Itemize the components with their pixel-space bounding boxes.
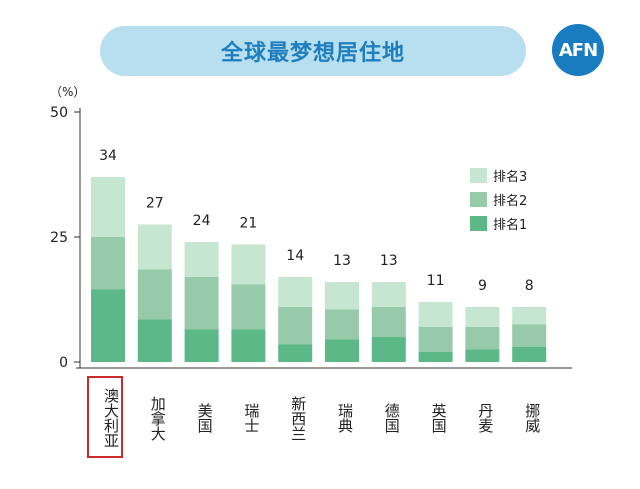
bar-total-label: 9 bbox=[478, 278, 487, 294]
bar-segment bbox=[371, 307, 406, 337]
y-tick-label: 0 bbox=[59, 355, 68, 371]
bar-total-label: 21 bbox=[239, 216, 257, 232]
bar-segment bbox=[418, 327, 453, 352]
bar-segment bbox=[278, 344, 313, 362]
afn-logo: AFN bbox=[552, 24, 604, 76]
highlight-box bbox=[87, 376, 123, 458]
bar-total-label: 27 bbox=[146, 196, 164, 212]
bar-segment bbox=[278, 307, 313, 345]
category-label: 瑞士 bbox=[242, 403, 261, 433]
bar-segment bbox=[325, 339, 359, 362]
axes: 0 25 50 （%） bbox=[50, 85, 572, 371]
bar-total-label: 13 bbox=[333, 253, 351, 269]
y-tick-label: 25 bbox=[50, 230, 68, 246]
category-label: 瑞典 bbox=[336, 403, 354, 433]
bar-segment bbox=[231, 244, 266, 285]
bar-total-label: 14 bbox=[286, 248, 304, 264]
bar-segment bbox=[512, 347, 547, 362]
bar-segment bbox=[418, 352, 453, 362]
bar-segment bbox=[137, 224, 172, 270]
bar-segment bbox=[184, 329, 219, 362]
bar-total-label: 34 bbox=[99, 148, 117, 164]
bar-total-label: 24 bbox=[193, 213, 211, 229]
y-tick-label: 50 bbox=[50, 105, 68, 121]
category-label: 丹麦 bbox=[476, 403, 495, 433]
bars bbox=[91, 177, 547, 362]
bar-segment bbox=[512, 324, 547, 347]
bar-segment bbox=[325, 309, 359, 340]
bar-segment bbox=[512, 307, 547, 325]
category-label: 澳大利亚 bbox=[102, 388, 120, 448]
bar-total-label: 8 bbox=[525, 278, 534, 294]
bar-segment bbox=[137, 319, 172, 362]
bar-segment bbox=[231, 329, 266, 362]
bar-segment bbox=[278, 277, 313, 307]
category-label: 加拿大 bbox=[148, 395, 167, 441]
bar-segment bbox=[371, 282, 406, 307]
category-label: 英国 bbox=[429, 403, 448, 433]
title-banner: 全球最梦想居住地 bbox=[100, 26, 526, 76]
bar-total-label: 11 bbox=[427, 273, 445, 289]
legend-swatch bbox=[470, 168, 487, 183]
bar-segment bbox=[231, 284, 266, 330]
bar-segment bbox=[91, 177, 125, 237]
bar-segment bbox=[91, 237, 125, 290]
category-label: 美国 bbox=[195, 403, 214, 433]
bar-segment bbox=[184, 277, 219, 330]
bar-segment bbox=[91, 289, 125, 362]
bar-segment bbox=[465, 327, 500, 350]
legend-swatch bbox=[470, 192, 487, 207]
chart-title: 全球最梦想居住地 bbox=[220, 41, 405, 66]
bar-segment bbox=[465, 349, 500, 362]
legend-label: 排名1 bbox=[493, 217, 527, 233]
legend: 排名3 排名2 排名1 bbox=[470, 168, 527, 233]
bar-segment bbox=[137, 269, 172, 320]
bar-segment bbox=[371, 337, 406, 362]
category-label: 挪威 bbox=[523, 403, 542, 433]
bar-segment bbox=[325, 282, 359, 310]
bar-segment bbox=[465, 307, 500, 327]
legend-label: 排名2 bbox=[493, 193, 527, 209]
value-labels: 34 27 24 21 14 13 13 11 9 8 bbox=[99, 148, 534, 294]
category-label: 新西兰 bbox=[289, 395, 308, 441]
legend-swatch bbox=[470, 216, 487, 231]
bar-segment bbox=[184, 242, 219, 277]
legend-label: 排名3 bbox=[493, 169, 527, 185]
bar-segment bbox=[418, 302, 453, 327]
bar-total-label: 13 bbox=[380, 253, 398, 269]
y-axis-unit-label: （%） bbox=[50, 85, 85, 99]
category-label: 德国 bbox=[382, 403, 401, 433]
